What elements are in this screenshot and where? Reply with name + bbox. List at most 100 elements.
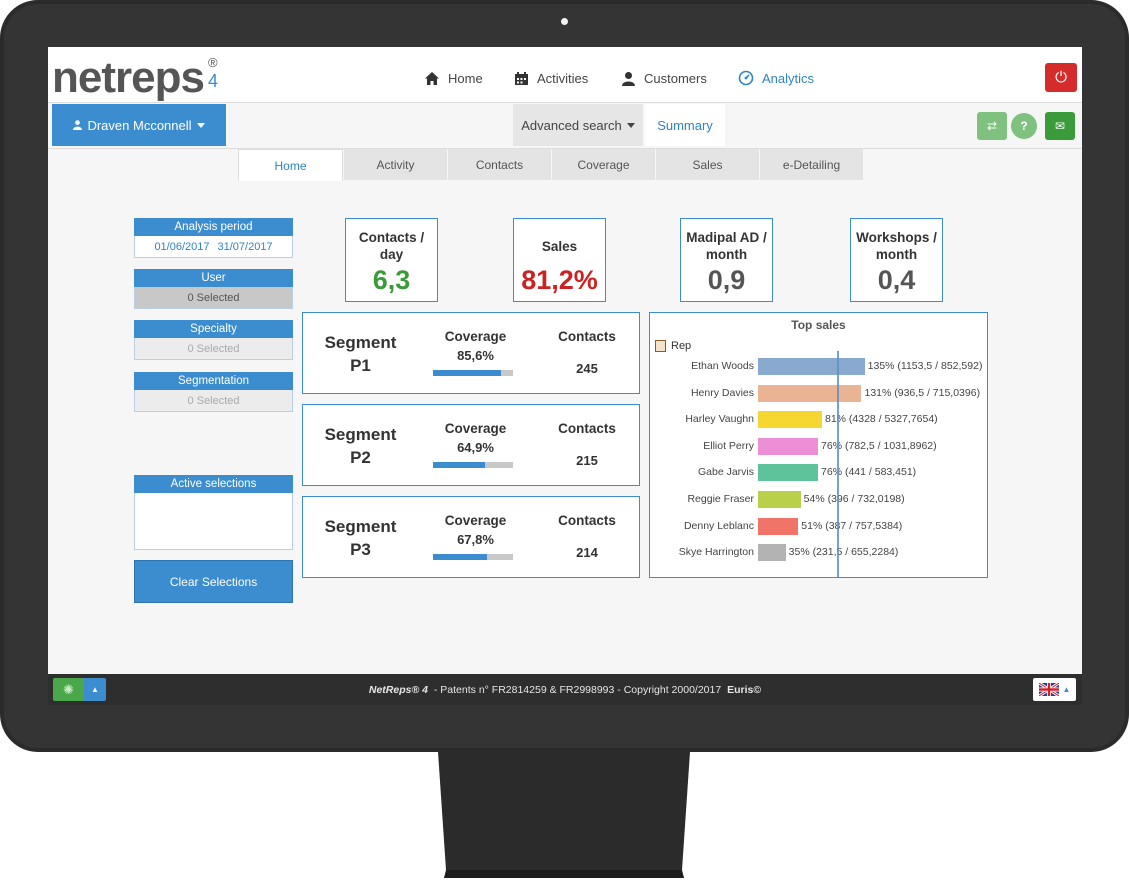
kpi-value: 0,4 [877,265,916,295]
tab-coverage[interactable]: Coverage [552,149,655,180]
refresh-button[interactable]: ⇄ [977,112,1007,140]
advanced-search-label: Advanced search [521,117,622,133]
top-sales-title: Top sales [791,318,846,332]
caret-up-icon: ▲ [91,685,99,694]
nav-customers[interactable]: Customers [621,67,707,89]
user-icon [622,71,635,86]
coverage-progress-fill [433,554,488,560]
active-selections-panel: Active selections [134,475,293,550]
segment-card-p1: Segment P1 Coverage 85,6% Contacts 245 [302,312,640,394]
rep-name: Skye Harrington [678,546,754,559]
summary-label: Summary [657,117,713,133]
user-name-label: Draven Mcconnell [87,117,192,133]
user-filter: User 0 Selected [134,269,293,309]
sales-bar[interactable] [758,358,865,375]
coverage-progress-bar [433,554,513,560]
coverage-label: Coverage [444,513,507,528]
user-filter-label: User [134,269,293,287]
sales-bar[interactable] [758,411,822,429]
active-selections-label: Active selections [134,475,293,493]
sales-bar-label: 76% (782,5 / 1031,8962) [821,439,937,452]
contacts-value: 214 [576,545,598,560]
kpi-value: 81,2% [521,265,598,295]
sales-bar-label: 135% (1153,5 / 852,592) [867,360,983,372]
specialty-filter-select[interactable]: 0 Selected [134,338,293,360]
sub-toolbar: Draven Mcconnell Advanced search Summary… [48,103,1082,149]
footer-patents: - Patents n° FR2814259 & FR2998993 - Cop… [430,683,725,696]
kpi-value: 0,9 [707,265,746,295]
caret-down-icon [196,122,205,128]
netreps-logo: netreps [52,53,205,102]
coverage-label: Coverage [444,329,507,344]
nav-home[interactable]: Home [424,67,483,89]
help-button[interactable]: ? [1011,113,1037,139]
coverage-progress-fill [433,462,485,468]
rep-name: Denny Leblanc [683,519,754,532]
mail-icon: ✉ [1054,119,1066,133]
coverage-progress-bar [433,370,513,376]
expand-menu-button[interactable]: ▲ [84,678,106,701]
clear-selections-button[interactable]: Clear Selections [134,560,293,603]
nav-analytics[interactable]: Analytics [738,67,814,89]
mail-button[interactable]: ✉ [1045,112,1075,140]
help-icon: ? [1020,119,1028,133]
nav-activities-label: Activities [537,70,589,86]
contacts-value: 245 [576,361,598,376]
sales-bar[interactable] [758,464,819,482]
advanced-search-dropdown[interactable]: Advanced search [513,104,643,146]
rep-level-icon [655,340,666,352]
segmentation-filter-label: Segmentation [134,372,293,390]
sync-status-button[interactable]: ✺ [53,678,84,701]
kpi-madipal-ad-per-month: Madipal AD / month 0,9 [680,218,773,302]
rep-name: Ethan Woods [691,360,754,372]
segmentation-filter-select[interactable]: 0 Selected [134,390,293,412]
analysis-period-label: Analysis period [134,218,293,236]
nav-customers-label: Customers [644,70,707,86]
tab-sales[interactable]: Sales [656,149,759,180]
rep-legend[interactable]: Rep [655,340,691,352]
power-button[interactable]: ⏻ [1045,63,1077,92]
user-filter-select[interactable]: 0 Selected [134,287,293,309]
caret-up-icon: ▲ [1062,685,1071,694]
coverage-label: Coverage [444,421,507,436]
target-line [837,351,839,577]
app-screen: netreps ® 4 Home Activities Customers An… [48,47,1082,705]
rep-name: Gabe Jarvis [697,466,754,479]
status-footer: NetReps® 4 - Patents n° FR2814259 & FR29… [48,674,1082,705]
footer-product-name: NetReps® 4 [368,683,428,696]
tab-home[interactable]: Home [238,149,343,181]
analytics-tabs: Home Activity Contacts Coverage Sales e-… [238,149,864,181]
tab-activity[interactable]: Activity [344,149,447,180]
analysis-period-value[interactable]: 01/06/2017 31/07/2017 [134,236,293,258]
tab-e-detailing[interactable]: e-Detailing [760,149,863,180]
language-selector[interactable]: ▲ [1033,678,1076,701]
sales-bar[interactable] [758,384,862,402]
coverage-progress-fill [433,370,502,376]
kpi-label: Contacts / day [358,230,425,262]
sales-bar[interactable] [758,491,801,508]
tab-contacts[interactable]: Contacts [448,149,551,180]
kpi-label: Sales [541,238,578,254]
nav-home-label: Home [448,70,483,86]
kpi-contacts-per-day: Contacts / day 6,3 [345,218,438,302]
summary-tab[interactable]: Summary [645,104,725,146]
period-start-date[interactable]: 01/06/2017 [154,240,210,253]
sales-bar-label: 81% (4328 / 5327,7654) [824,413,938,426]
user-dropdown-button[interactable]: Draven Mcconnell [52,104,226,146]
sales-bar[interactable] [758,517,799,535]
coverage-value: 67,8% [457,532,494,547]
kpi-workshops-per-month: Workshops / month 0,4 [850,218,943,302]
nav-activities[interactable]: Activities [514,67,588,89]
sales-bar[interactable] [758,544,786,562]
sales-bar[interactable] [758,437,819,455]
segmentation-filter: Segmentation 0 Selected [134,372,293,412]
top-navigation: netreps ® 4 Home Activities Customers An… [48,47,1082,103]
period-end-date[interactable]: 31/07/2017 [217,240,273,253]
uk-flag-icon [1038,683,1059,696]
specialty-filter-label: Specialty [134,320,293,338]
home-icon [425,71,439,85]
logo-registered-mark: ® [208,55,218,70]
segment-title: Segment P2 [324,425,397,467]
kpi-value: 6,3 [372,265,411,295]
sales-bar-label: 76% (441 / 583,451) [821,466,917,479]
